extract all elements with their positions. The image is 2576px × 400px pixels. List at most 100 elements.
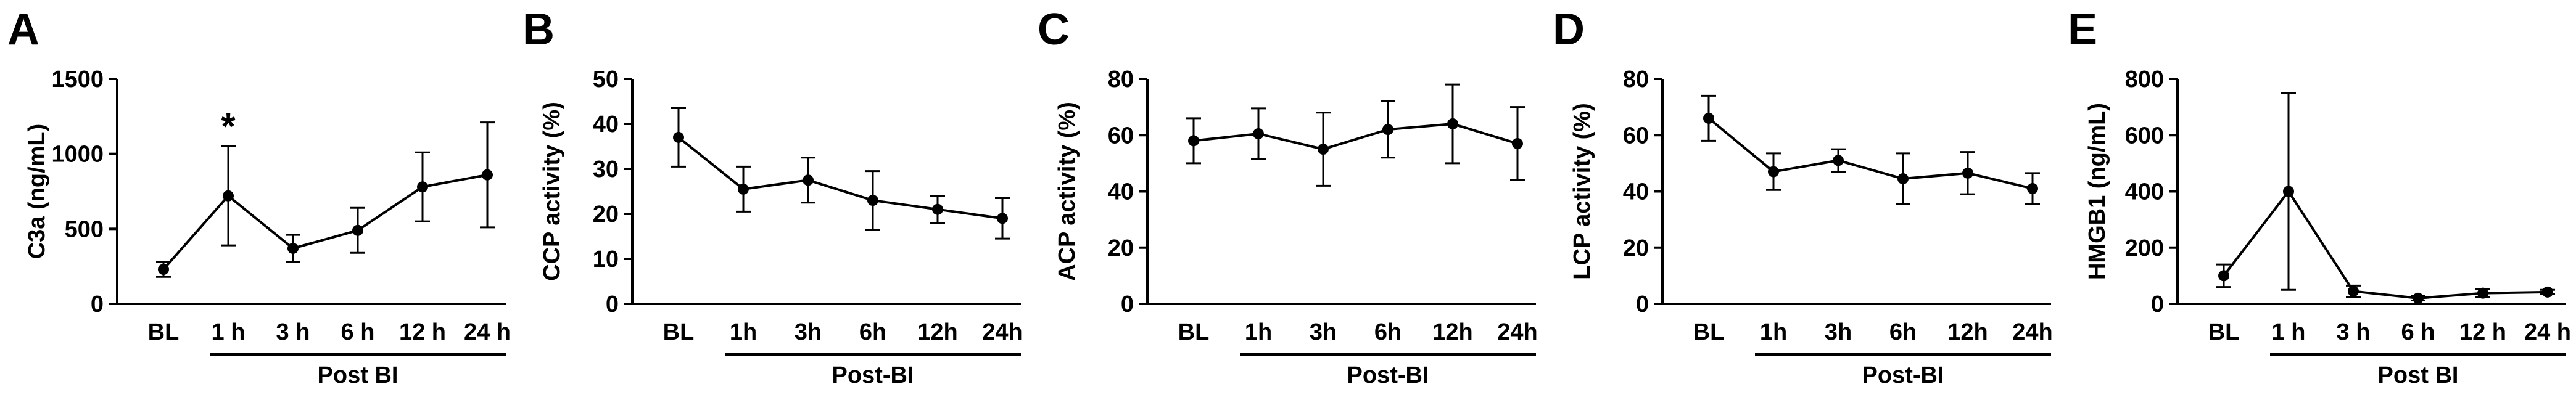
data-point [482, 169, 493, 181]
y-axis-label: HMGB1 (ng/mL) [2084, 103, 2110, 280]
y-tick-label: 600 [2125, 123, 2164, 149]
panel-label: A [7, 5, 39, 54]
data-point [673, 131, 684, 143]
x-tick-label: BL [663, 319, 695, 345]
chart-panel: 0 10 20 30 40 50 CCP activity (%) B BL 1h 3h 6h 12h 2… [522, 5, 1023, 388]
y-tick-label: 60 [1623, 123, 1649, 149]
x-tick-label: 1 h [212, 319, 246, 345]
y-tick-label: 20 [1108, 235, 1134, 261]
data-line [1193, 122, 1518, 151]
panel-label: B [522, 5, 555, 54]
x-tick-label: 3h [1310, 319, 1337, 345]
y-tick-label: 800 [2125, 67, 2164, 92]
y-tick-label: 0 [1121, 292, 1134, 317]
data-point [803, 174, 814, 186]
x-tick-label: 12h [1947, 319, 1988, 345]
x-tick-label: 1h [730, 319, 757, 345]
x-tick-label: 12 h [399, 319, 446, 345]
y-tick-label: 10 [593, 247, 619, 272]
chart-panel: 0 500 1000 1500 C3a (ng/mL) A BL 1 h * 3 h 6 h 12 h… [7, 5, 511, 388]
chart-panel: 0 20 40 60 80 ACP activity (%) C BL 1h 3h 6h 12h 24h… [1038, 5, 1538, 388]
annotation: * [221, 106, 236, 147]
group-label: Post BI [318, 362, 398, 388]
x-tick-label: 6h [1889, 319, 1917, 345]
data-point [1962, 167, 1973, 179]
data-point [1897, 173, 1909, 184]
x-tick-label: 6h [1374, 319, 1402, 345]
panel-label: C [1038, 5, 1070, 54]
data-point [287, 242, 299, 254]
x-tick-label: 12h [1432, 319, 1472, 345]
data-point [2218, 270, 2229, 282]
data-point [1512, 137, 1523, 149]
data-point [997, 213, 1008, 224]
y-tick-label: 0 [606, 292, 619, 317]
x-tick-label: 6h [859, 319, 886, 345]
group-label: Post-BI [832, 362, 914, 388]
x-tick-label: 12h [917, 319, 957, 345]
y-tick-label: 200 [2125, 235, 2164, 261]
y-tick-label: 0 [1636, 292, 1649, 317]
x-tick-label: BL [148, 319, 180, 345]
x-tick-label: 12 h [2459, 319, 2506, 345]
y-tick-label: 40 [1623, 179, 1649, 205]
data-point [1833, 155, 1844, 166]
x-tick-label: BL [1693, 319, 1725, 345]
chart-panel: 0 20 40 60 80 LCP activity (%) D BL 1h 3h 6h 12h 24h… [1553, 5, 2053, 388]
x-tick-label: BL [2208, 319, 2240, 345]
x-tick-label: 6 h [2401, 319, 2435, 345]
data-point [417, 181, 428, 193]
x-tick-label: 1h [1760, 319, 1787, 345]
y-tick-label: 0 [91, 292, 104, 317]
x-tick-label: BL [1178, 319, 1210, 345]
data-line [677, 136, 1003, 220]
y-axis-label: CCP activity (%) [539, 102, 565, 281]
x-tick-label: 24h [982, 319, 1022, 345]
y-tick-label: 30 [593, 157, 619, 182]
panel-label: E [2068, 5, 2097, 54]
x-tick-label: 6 h [341, 319, 375, 345]
data-point [867, 195, 878, 206]
x-tick-label: 1h [1245, 319, 1272, 345]
data-point [1253, 128, 1264, 139]
y-tick-label: 50 [593, 67, 619, 92]
x-tick-label: 3 h [2337, 319, 2371, 345]
x-tick-label: 24 h [464, 319, 511, 345]
y-tick-label: 60 [1108, 123, 1134, 149]
data-point [2348, 285, 2359, 297]
data-point [932, 203, 943, 215]
y-tick-label: 500 [65, 216, 104, 242]
y-tick-label: 1500 [51, 67, 104, 92]
panel-label: D [1553, 5, 1585, 54]
data-point [1703, 112, 1714, 124]
data-line [1707, 117, 2033, 190]
group-label: Post BI [2378, 362, 2459, 388]
x-tick-label: 3h [795, 319, 822, 345]
y-axis-label: ACP activity (%) [1054, 102, 1080, 281]
group-label: Post-BI [1347, 362, 1429, 388]
data-point [2542, 286, 2553, 298]
y-tick-label: 40 [1108, 179, 1134, 205]
data-point [2027, 182, 2038, 194]
data-point [738, 183, 749, 195]
data-line [2223, 189, 2548, 300]
data-point [158, 264, 169, 276]
y-tick-label: 1000 [51, 142, 104, 168]
y-axis-label: C3a (ng/mL) [24, 124, 50, 259]
y-axis-label: LCP activity (%) [1569, 103, 1595, 279]
y-tick-label: 80 [1623, 67, 1649, 92]
data-point [2283, 186, 2294, 197]
data-point [2477, 287, 2488, 299]
y-tick-label: 400 [2125, 179, 2164, 205]
data-point [223, 190, 234, 202]
x-tick-label: 24h [2012, 319, 2052, 345]
x-tick-label: 1 h [2272, 319, 2306, 345]
data-point [2413, 292, 2424, 304]
y-tick-label: 20 [1623, 235, 1649, 261]
chart-panel: 0 200 400 600 800 HMGB1 (ng/mL) E BL 1 h 3 h 6 h 12… [2068, 5, 2571, 388]
group-label: Post-BI [1862, 362, 1944, 388]
data-point [1318, 144, 1329, 155]
x-tick-label: 24 h [2524, 319, 2571, 345]
